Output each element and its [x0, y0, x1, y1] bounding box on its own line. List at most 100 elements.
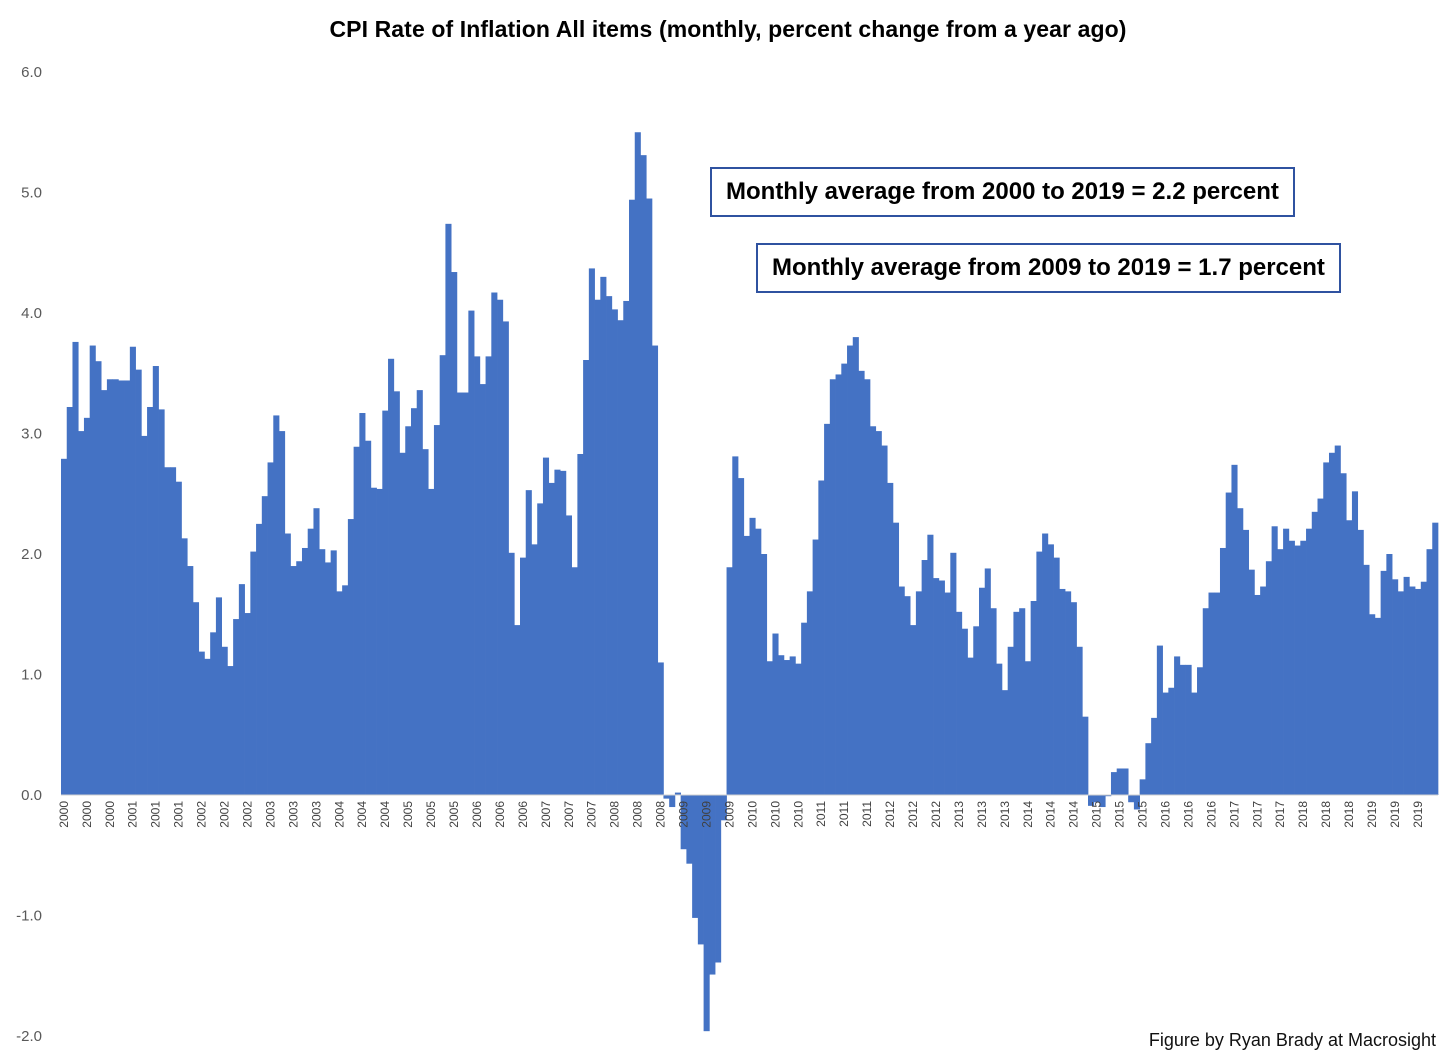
bar-2017-10	[1283, 528, 1290, 795]
bar-2001-9	[175, 481, 182, 795]
bar-2018-4	[1317, 498, 1324, 795]
bar-2004-10	[388, 358, 395, 795]
bar-2014-10	[1076, 646, 1083, 795]
bar-2012-2	[892, 522, 900, 795]
x-axis: 2000 2000 2000 2001 2001 2001 2002 2002 2002 2003…	[57, 801, 1425, 828]
bar-2001-12	[192, 602, 200, 795]
bar-2014-8	[1065, 591, 1072, 795]
bar-2005-1	[405, 426, 412, 795]
bar-2005-9	[451, 272, 458, 795]
bar-2010-7	[783, 660, 791, 795]
x-tick-label: 2001	[126, 801, 140, 828]
bar-2000-10	[112, 379, 119, 795]
bar-2012-10	[938, 580, 945, 795]
x-tick-label: 2007	[539, 801, 553, 828]
bar-2015-10	[1145, 743, 1152, 795]
bar-2009-11	[738, 478, 745, 795]
bar-2008-1	[611, 309, 618, 795]
bar-2019-7	[1403, 576, 1410, 795]
bar-2003-3	[279, 431, 286, 795]
bar-2017-3	[1242, 529, 1250, 795]
bar-2008-4	[629, 199, 636, 796]
bar-2019-12	[1432, 522, 1439, 795]
bar-2017-8	[1271, 526, 1278, 795]
bar-2005-10	[456, 392, 463, 795]
bar-2007-7	[577, 453, 584, 795]
bar-2006-6	[502, 321, 509, 795]
bar-2007-3	[554, 469, 561, 795]
bar-2011-1	[818, 480, 825, 795]
bar-2001-8	[170, 467, 177, 795]
y-tick-label: -1.0	[16, 908, 42, 925]
x-tick-label: 2017	[1227, 801, 1241, 828]
bar-2000-6	[89, 345, 96, 795]
bar-2015-5	[1116, 768, 1123, 795]
x-tick-label: 2007	[585, 801, 599, 828]
bar-2014-5	[1047, 544, 1054, 795]
bar-2013-11	[1013, 611, 1020, 795]
bar-2015-9	[1139, 779, 1146, 795]
bar-2007-2	[548, 482, 555, 795]
bar-2004-5	[359, 413, 366, 795]
x-tick-label: 2006	[470, 801, 484, 828]
x-tick-label: 2002	[195, 801, 209, 828]
x-tick-label: 2005	[401, 801, 415, 828]
bar-2000-11	[118, 380, 125, 795]
bar-2019-11	[1426, 549, 1433, 795]
x-tick-label: 2009	[677, 801, 691, 828]
y-tick-label: 0.0	[21, 787, 42, 804]
bar-2018-5	[1323, 462, 1330, 795]
bar-2019-1	[1369, 614, 1376, 795]
bar-2012-8	[927, 534, 934, 795]
bar-2003-6	[296, 561, 303, 795]
bar-2004-4	[353, 446, 360, 795]
bar-2015-1	[1093, 795, 1100, 803]
x-tick-label: 2010	[768, 801, 782, 828]
bar-2002-8	[238, 584, 245, 796]
x-tick-label: 2008	[608, 801, 622, 828]
bar-2016-6	[1191, 692, 1198, 795]
bar-2013-2	[961, 628, 968, 795]
x-tick-label: 2019	[1411, 801, 1425, 828]
bar-2006-5	[497, 299, 504, 795]
bar-2009-5	[703, 795, 710, 1032]
bar-2014-4	[1042, 533, 1049, 795]
bar-2018-11	[1357, 529, 1364, 795]
bar-2010-10	[801, 622, 808, 795]
bar-2010-4	[766, 661, 773, 795]
bar-2007-4	[560, 470, 567, 795]
bar-2004-11	[393, 391, 400, 795]
bar-2008-5	[634, 132, 641, 795]
bar-2004-9	[382, 410, 389, 795]
bar-2005-4	[422, 449, 429, 795]
bar-2003-10	[319, 549, 326, 795]
bar-2010-5	[772, 633, 779, 795]
bar-2019-8	[1409, 586, 1416, 795]
x-tick-label: 2002	[218, 801, 232, 828]
x-tick-label: 2000	[103, 801, 117, 828]
bar-2005-8	[445, 223, 452, 795]
bar-2019-10	[1420, 581, 1427, 795]
bar-2012-11	[944, 592, 951, 795]
x-tick-label: 2017	[1250, 801, 1264, 828]
bar-2001-2	[135, 369, 142, 795]
bar-2010-6	[778, 655, 785, 795]
bar-2011-10	[869, 426, 877, 795]
bar-2009-1	[680, 795, 687, 850]
bar-2003-9	[313, 508, 320, 795]
bar-2002-6	[227, 666, 234, 795]
bar-2002-7	[233, 619, 240, 795]
bar-2009-6	[709, 795, 716, 975]
bar-2015-8	[1133, 795, 1140, 810]
bar-2011-7	[852, 337, 859, 795]
x-tick-label: 2012	[929, 801, 943, 828]
bar-2007-8	[583, 360, 590, 795]
bar-2018-9	[1346, 520, 1353, 795]
bar-2001-10	[181, 538, 188, 795]
bar-2012-7	[921, 560, 928, 795]
bar-2011-2	[824, 423, 831, 795]
bar-2012-6	[915, 591, 922, 795]
bar-2017-4	[1248, 569, 1255, 795]
y-tick-label: 2.0	[21, 546, 42, 563]
x-tick-label: 2006	[516, 801, 530, 828]
